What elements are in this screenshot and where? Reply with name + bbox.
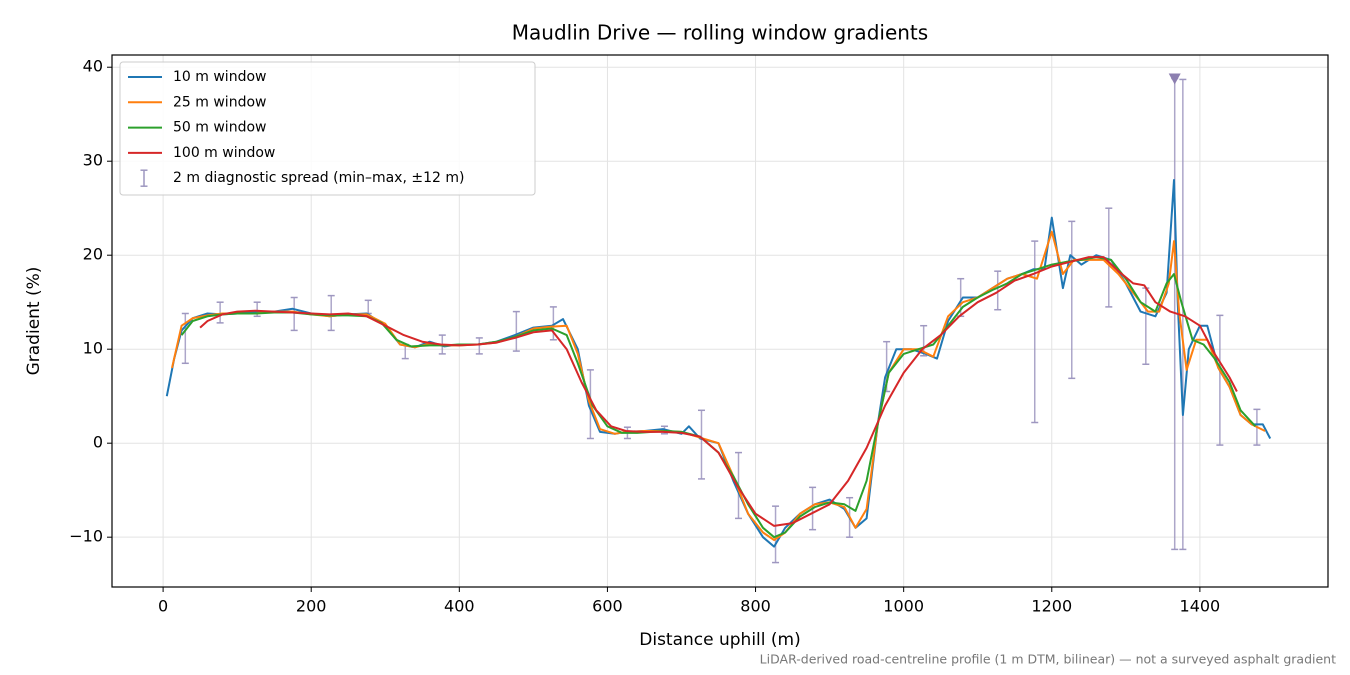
x-tick-label: 0 (158, 597, 168, 616)
error-bar (512, 310, 520, 352)
legend-label: 50 m window (173, 120, 266, 136)
error-bar (1031, 240, 1039, 424)
chart-title: Maudlin Drive — rolling window gradients (512, 21, 928, 45)
legend-label: 25 m window (173, 94, 266, 110)
error-bar (1179, 78, 1187, 551)
error-bar (994, 270, 1002, 311)
error-bar (1216, 314, 1224, 446)
y-tick-label: 30 (83, 151, 103, 170)
x-axis-label: Distance uphill (m) (639, 630, 800, 650)
error-bar (290, 296, 298, 332)
plot-frame (111, 54, 1329, 588)
y-tick-label: 0 (93, 433, 103, 452)
legend: 10 m window 25 m window 50 m window 100 m w… (119, 61, 536, 196)
x-tick-label: 800 (740, 597, 771, 616)
legend-label: 2 m diagnostic spread (min–max, ±12 m) (173, 170, 464, 186)
x-tick-label: 1400 (1180, 597, 1221, 616)
error-bar (549, 306, 557, 341)
error-bar (1105, 207, 1113, 308)
y-tick-label: 20 (83, 245, 103, 264)
error-bar (475, 337, 483, 355)
y-tick-label: −10 (69, 527, 103, 546)
x-tick-label: 600 (592, 597, 623, 616)
error-bar (772, 505, 780, 564)
y-tick-label: 40 (83, 57, 103, 76)
error-bar (216, 301, 224, 324)
y-tick-label: 10 (83, 339, 103, 358)
legend-label: 10 m window (173, 69, 266, 85)
x-tick-label: 200 (296, 597, 327, 616)
y-axis-label: Gradient (%) (24, 267, 44, 376)
x-tick-label: 1000 (883, 597, 924, 616)
x-tick-label: 400 (444, 597, 475, 616)
error-bar (181, 312, 189, 365)
error-bar (697, 409, 705, 480)
legend-box (119, 61, 536, 196)
x-tick-label: 1200 (1031, 597, 1072, 616)
footnote: LiDAR-derived road-centreline profile (1… (760, 652, 1336, 667)
error-bar (327, 294, 335, 332)
series-line (199, 256, 1238, 527)
overflow-marker (1168, 73, 1181, 85)
legend-label: 100 m window (173, 145, 275, 161)
plot-area (165, 77, 1272, 564)
error-bar (1068, 220, 1076, 380)
